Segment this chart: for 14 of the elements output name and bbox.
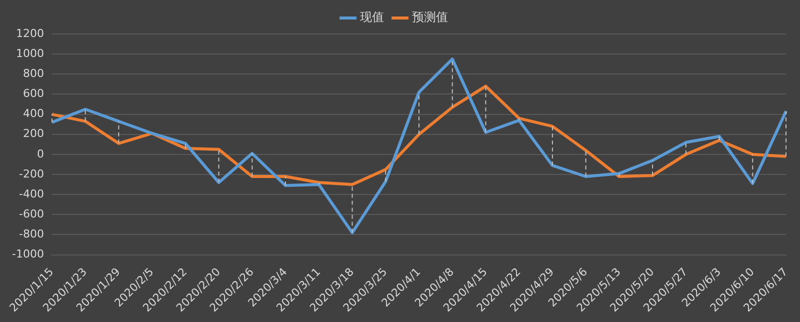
legend-label: 预测值 [412,10,448,24]
y-tick-label: -1000 [12,248,44,261]
y-tick-label: -800 [18,228,44,241]
y-tick-label: 800 [22,67,44,80]
y-tick-label: 0 [36,147,44,160]
y-tick-label: 1000 [16,46,44,60]
y-tick-label: -400 [18,187,44,200]
y-tick-label: -600 [18,208,44,220]
y-tick-label: 1200 [16,26,44,40]
y-tick-label: 600 [22,87,44,100]
y-tick-label: 200 [22,127,44,140]
y-tick-label: 400 [22,107,44,120]
legend-label: 现值 [360,10,384,24]
y-tick-label: -200 [18,167,44,180]
